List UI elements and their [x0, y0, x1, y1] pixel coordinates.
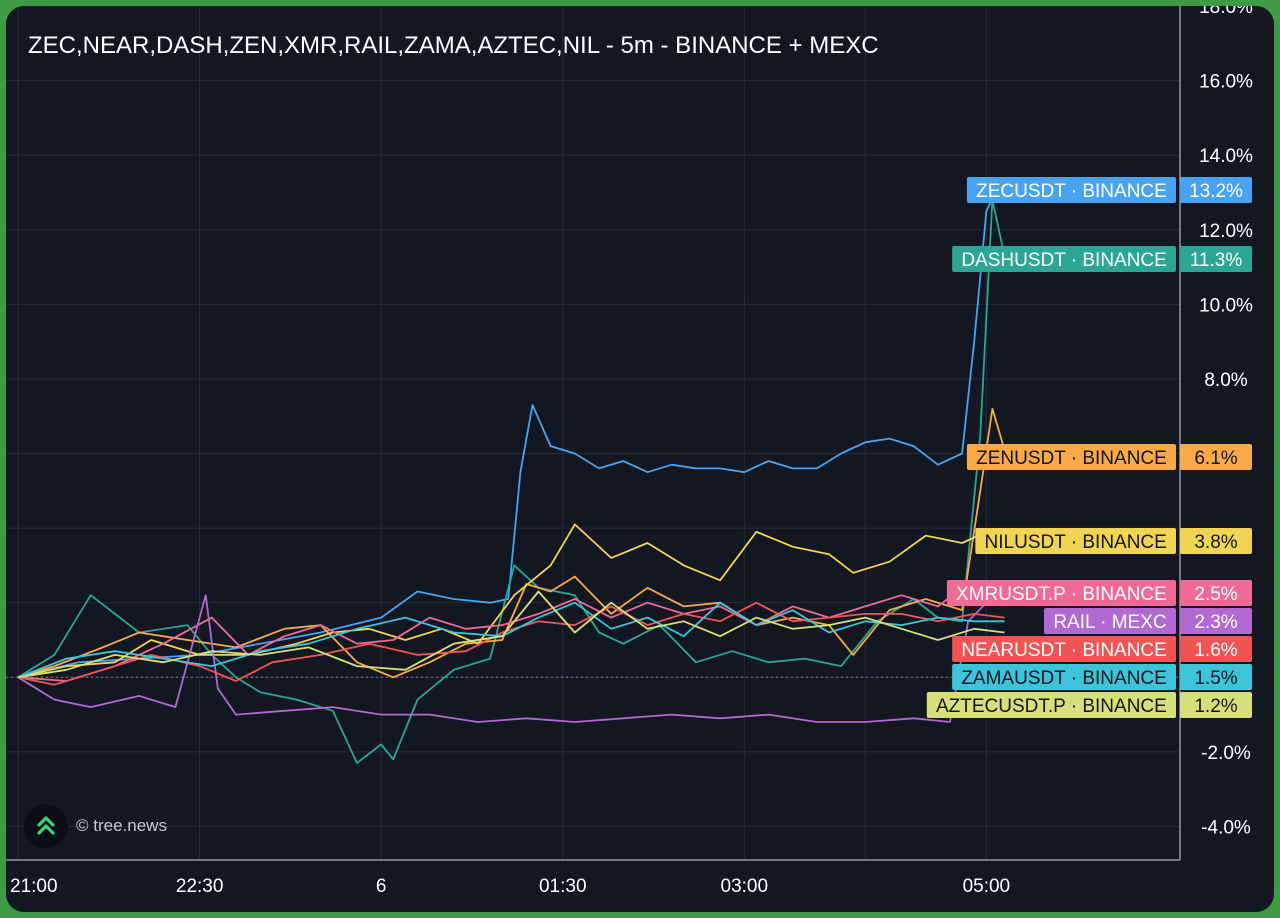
series-name-label: ZECUSDT · BINANCE: [976, 181, 1167, 202]
series-value-box: [1180, 177, 1252, 203]
series-name-box: [1043, 608, 1176, 634]
series-name-label: NILUSDT · BINANCE: [985, 532, 1167, 553]
series-lines: [17, 184, 1006, 764]
series-line: [17, 590, 1005, 723]
series-line: [17, 523, 1005, 679]
series-value-label: 2.5%: [1194, 584, 1237, 605]
x-tick-label: 6: [376, 876, 387, 897]
series-name-label: DASHUSDT · BINANCE: [961, 250, 1167, 271]
y-tick-label: 16.0%: [1199, 72, 1253, 93]
series-value-label: 11.3%: [1190, 250, 1243, 271]
series-value-box: [1180, 246, 1252, 272]
series-value-box: [1180, 580, 1252, 606]
series-name-box: [975, 528, 1176, 554]
series-value-box: [1180, 636, 1252, 662]
series-value-label: 2.3%: [1194, 612, 1237, 633]
tree-logo-icon: [24, 804, 68, 848]
series-value-box: [1180, 444, 1252, 470]
series-line: [18, 583, 1005, 682]
series-value-label: 6.1%: [1194, 448, 1237, 469]
series-name-label: AZTECUSDT.P · BINANCE: [936, 696, 1167, 717]
x-tick-label: 03:00: [721, 876, 769, 897]
y-tick-label: 12.0%: [1199, 221, 1253, 242]
series-value-box: [1180, 664, 1252, 690]
watermark: © tree.news: [24, 804, 167, 848]
series-value-box: [1180, 528, 1252, 554]
series-name-label: ZAMAUSDT · BINANCE: [961, 668, 1167, 689]
y-tick-label: 8.0%: [1204, 370, 1247, 391]
chart-panel: -4.0% -2.0% 8.0% 10.0% 12.0% 14.0% 16.0% 18.0% 2…: [6, 6, 1274, 912]
x-tick-label: 21:00: [10, 876, 58, 897]
series-name-box: [926, 692, 1176, 718]
series-value-label: 13.2%: [1189, 181, 1243, 202]
axes: -4.0% -2.0% 8.0% 10.0% 12.0% 14.0% 16.0% 18.0% 2…: [6, 6, 1253, 897]
y-tick-label: -4.0%: [1201, 817, 1251, 838]
grid-lines: [6, 6, 1180, 860]
series-value-box: [1180, 692, 1252, 718]
series-value-label: 1.5%: [1194, 668, 1237, 689]
series-name-label: XMRUSDT.P · BINANCE: [956, 584, 1167, 605]
series-name-box: [952, 664, 1176, 690]
series-line: [17, 407, 1006, 679]
series-labels: 13.2% ZECUSDT · BINANCE 11.3% DASHUSDT · BI…: [926, 177, 1252, 718]
y-tick-label: 14.0%: [1199, 146, 1253, 167]
series-name-box: [966, 444, 1176, 470]
series-value-label: 1.6%: [1194, 640, 1237, 661]
series-line: [17, 601, 1005, 679]
x-tick-label: 01:30: [539, 876, 587, 897]
y-tick-label: -2.0%: [1201, 743, 1251, 764]
watermark-text: © tree.news: [76, 816, 167, 835]
x-tick-label: 05:00: [963, 876, 1011, 897]
series-line: [17, 590, 1005, 679]
series-name-box: [952, 246, 1176, 272]
line-chart[interactable]: -4.0% -2.0% 8.0% 10.0% 12.0% 14.0% 16.0% 18.0% 2…: [6, 6, 1274, 912]
series-value-label: 1.2%: [1194, 696, 1237, 717]
series-line: [17, 184, 1000, 679]
series-value-label: 3.8%: [1194, 532, 1237, 553]
x-tick-label: 22:30: [176, 876, 224, 897]
y-tick-label: 18.0%: [1199, 6, 1253, 18]
series-name-box: [966, 177, 1176, 203]
series-name-box: [952, 636, 1176, 662]
series-line: [17, 199, 1006, 764]
series-name-label: NEARUSDT · BINANCE: [961, 640, 1167, 661]
y-tick-label: 10.0%: [1199, 295, 1253, 316]
chart-title: ZEC,NEAR,DASH,ZEN,XMR,RAIL,ZAMA,AZTEC,NI…: [28, 32, 879, 59]
series-value-box: [1180, 608, 1252, 634]
series-name-label: RAIL · MEXC: [1053, 612, 1166, 633]
series-name-label: ZENUSDT · BINANCE: [976, 448, 1167, 469]
series-name-box: [946, 580, 1176, 606]
series-line: [17, 601, 1005, 686]
